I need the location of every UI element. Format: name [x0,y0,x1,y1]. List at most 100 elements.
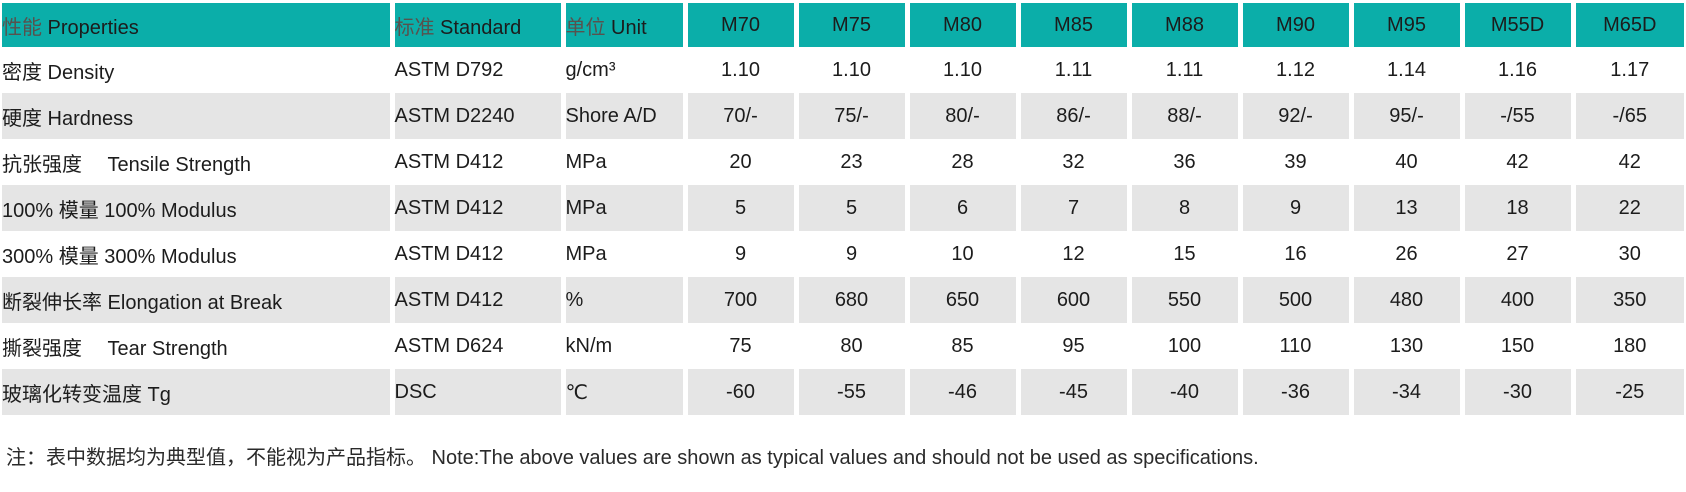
cell-value-m65d: 30 [1570,231,1684,277]
cell-value-m85: 12 [1015,231,1129,277]
col-header-unit: 单位 Unit [560,3,685,47]
cell-property: 玻璃化转变温度 Tg [2,369,392,415]
table-row: 100% 模量 100% Modulus ASTM D412 MPa 5 5 6 7 8 9 13… [2,185,1684,231]
cell-unit: Shore A/D [560,93,685,139]
footnote: 注：表中数据均为典型值，不能视为产品指标。 Note:The above val… [6,447,1259,469]
cell-value-m70: -60 [682,369,796,415]
col-header-property-cn: 性能 [2,16,42,39]
table-row: 断裂伸长率 Elongation at Break ASTM D412% 700 68… [2,277,1684,323]
cell-value-m80: 80/- [904,93,1018,139]
cell-value-m65d: 1.17 [1570,47,1684,93]
cell-value-m55d: 18 [1459,185,1573,231]
cell-value-m75: 9 [793,231,907,277]
cell-standard: ASTM D412 [389,185,563,231]
cell-value-m88: 36 [1126,139,1240,185]
cell-standard: ASTM D412 [389,231,563,277]
cell-unit: % [560,277,685,323]
cell-value-m70: 1.10 [682,47,796,93]
cell-value-m90: 92/- [1237,93,1351,139]
col-header-standard-cn: 标准 [394,16,435,39]
material-datasheet: 性能 Properties 标准 Standard 单位 Unit M70 M75 M80… [2,3,1684,469]
cell-standard: DSC [389,369,563,415]
cell-value-m80: 1.10 [904,47,1018,93]
cell-value-m55d: 42 [1459,139,1573,185]
cell-value-m85: 95 [1015,323,1129,369]
cell-value-m88: 8 [1126,185,1240,231]
cell-value-m95: 1.14 [1348,47,1462,93]
cell-value-m85: -45 [1015,369,1129,415]
cell-value-m95: -34 [1348,369,1462,415]
col-header-m75: M75 [793,3,907,47]
cell-standard: ASTM D412 [389,139,563,185]
cell-value-m70: 20 [682,139,796,185]
table-row: 撕裂强度 Tear Strength ASTM D624 kN/m 75 80 85 95 1… [2,323,1684,369]
cell-value-m55d: 400 [1459,277,1573,323]
col-header-m85: M85 [1015,3,1129,47]
cell-value-m65d: 180 [1570,323,1684,369]
cell-value-m90: -36 [1237,369,1351,415]
cell-value-m70: 5 [682,185,796,231]
col-header-standard-en: Standard [434,16,522,39]
cell-value-m95: 13 [1348,185,1462,231]
cell-property: 硬度 Hardness [2,93,392,139]
cell-value-m65d: -25 [1570,369,1684,415]
cell-value-m85: 1.11 [1015,47,1129,93]
cell-unit: kN/m [560,323,685,369]
cell-value-m90: 39 [1237,139,1351,185]
cell-standard: ASTM D624 [389,323,563,369]
cell-value-m70: 70/- [682,93,796,139]
cell-value-m55d: -/55 [1459,93,1573,139]
col-header-standard: 标准 Standard [389,3,563,47]
cell-value-m75: 5 [793,185,907,231]
cell-value-m65d: 350 [1570,277,1684,323]
col-header-m70: M70 [682,3,796,47]
table-row: 抗张强度 Tensile Strength ASTM D412 MPa 20 23 28 3… [2,139,1684,185]
cell-value-m70: 9 [682,231,796,277]
table-row: 硬度 Hardness ASTM D2240 Shore A/D 70/- 75/- 80… [2,93,1684,139]
properties-table: 性能 Properties 标准 Standard 单位 Unit M70 M75 M80… [2,3,1684,415]
cell-property: 抗张强度 Tensile Strength [2,139,392,185]
cell-value-m80: 6 [904,185,1018,231]
col-header-m90: M90 [1237,3,1351,47]
cell-value-m90: 110 [1237,323,1351,369]
cell-value-m75: 680 [793,277,907,323]
cell-value-m95: 40 [1348,139,1462,185]
cell-value-m55d: 150 [1459,323,1573,369]
cell-value-m55d: -30 [1459,369,1573,415]
cell-value-m90: 1.12 [1237,47,1351,93]
cell-value-m55d: 27 [1459,231,1573,277]
table-row: 玻璃化转变温度 Tg DSC ℃ -60 -55 -46 -45 -40 -36 -34 -30 -2… [2,369,1684,415]
cell-value-m75: 75/- [793,93,907,139]
cell-property: 断裂伸长率 Elongation at Break [2,277,392,323]
col-header-unit-cn: 单位 [565,16,606,39]
cell-value-m75: 1.10 [793,47,907,93]
cell-value-m88: 88/- [1126,93,1240,139]
col-header-m55d: M55D [1459,3,1573,47]
cell-unit: MPa [560,185,685,231]
cell-value-m88: 15 [1126,231,1240,277]
col-header-m95: M95 [1348,3,1462,47]
cell-value-m95: 130 [1348,323,1462,369]
cell-value-m55d: 1.16 [1459,47,1573,93]
cell-unit: ℃ [560,369,685,415]
cell-value-m90: 16 [1237,231,1351,277]
cell-value-m75: 23 [793,139,907,185]
cell-value-m85: 86/- [1015,93,1129,139]
cell-value-m80: 650 [904,277,1018,323]
cell-value-m80: 10 [904,231,1018,277]
header-row: 性能 Properties 标准 Standard 单位 Unit M70 M75 M80… [2,3,1684,47]
table-header: 性能 Properties 标准 Standard 单位 Unit M70 M75 M80… [2,3,1684,47]
cell-value-m90: 500 [1237,277,1351,323]
cell-value-m75: -55 [793,369,907,415]
cell-value-m85: 32 [1015,139,1129,185]
cell-value-m95: 95/- [1348,93,1462,139]
table-row: 300% 模量 300% Modulus ASTM D412 MPa 9 9 10 12 15… [2,231,1684,277]
cell-value-m65d: -/65 [1570,93,1684,139]
col-header-unit-en: Unit [605,16,647,39]
col-header-m65d: M65D [1570,3,1684,47]
col-header-property: 性能 Properties [2,3,392,47]
cell-standard: ASTM D2240 [389,93,563,139]
cell-unit: MPa [560,231,685,277]
cell-value-m88: 550 [1126,277,1240,323]
cell-value-m85: 600 [1015,277,1129,323]
